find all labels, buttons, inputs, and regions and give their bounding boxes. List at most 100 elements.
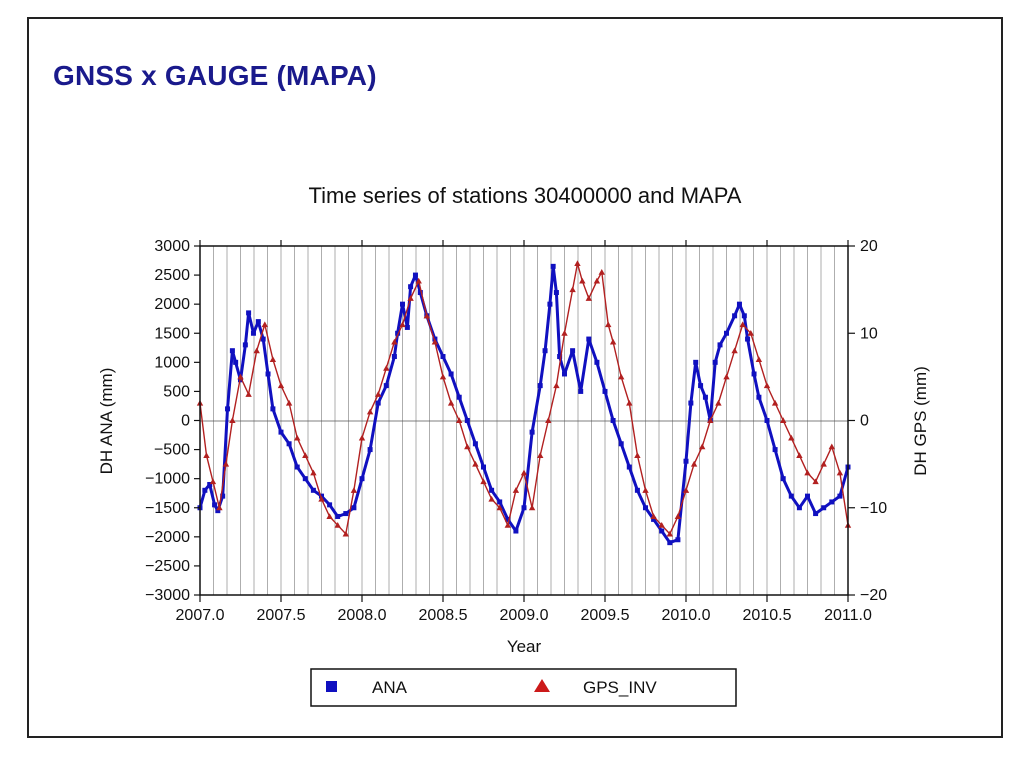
data-point: [715, 399, 722, 406]
data-point: [209, 478, 217, 485]
data-point: [439, 373, 447, 380]
grid-lines: [213, 246, 835, 595]
data-point: [659, 528, 665, 534]
data-point: [821, 505, 827, 511]
data-point: [570, 348, 576, 354]
data-point: [732, 313, 738, 319]
data-point: [278, 429, 284, 435]
data-point: [707, 417, 714, 424]
data-point: [553, 382, 560, 389]
slide-frame: [27, 17, 1003, 738]
x-axis-ticks: 2007.0 2007.5 2008.0 2008.5 2009.0 2009.5 2010…: [176, 240, 872, 624]
data-point: [229, 348, 235, 354]
data-point: [796, 505, 802, 511]
data-point: [547, 301, 553, 307]
data-point: [553, 290, 559, 296]
data-point: [717, 342, 723, 348]
data-point: [609, 338, 617, 345]
x-tick-label: 2009.0: [500, 607, 549, 624]
legend-box: [310, 668, 737, 707]
data-point: [229, 417, 236, 424]
data-point: [496, 504, 503, 511]
y-tick-label: 0: [181, 413, 190, 430]
data-point: [745, 336, 751, 342]
data-point: [456, 417, 463, 424]
data-point: [550, 263, 556, 269]
data-point: [270, 406, 276, 412]
data-point: [302, 476, 308, 482]
y-axis-ticks: 3000 2500 2000 1500 1000 500 0 −500 −1000 −1500 −2…: [145, 238, 200, 604]
data-point: [408, 284, 414, 290]
series-ana: [197, 263, 851, 546]
y2-axis-ticks: 20 10 0 −10 −20: [848, 238, 887, 604]
data-point: [481, 464, 486, 470]
data-point: [222, 460, 230, 467]
data-point: [690, 460, 698, 467]
data-point: [375, 400, 381, 406]
data-point: [626, 399, 633, 406]
data-point: [294, 464, 300, 470]
data-point: [497, 499, 503, 505]
y-tick-label: −3000: [145, 587, 190, 604]
data-point: [666, 530, 673, 537]
data-point: [395, 330, 401, 336]
data-point: [417, 290, 423, 296]
data-point: [326, 513, 333, 520]
data-point: [667, 540, 673, 546]
data-point: [310, 469, 317, 476]
data-point: [277, 382, 285, 389]
data-point: [285, 399, 293, 406]
data-point: [557, 354, 563, 360]
data-point: [207, 481, 213, 487]
data-point: [820, 460, 827, 467]
data-point: [574, 260, 581, 267]
y-tick-label: −500: [154, 442, 190, 459]
data-point: [764, 418, 770, 423]
slide-title: GNSS x GAUGE (MAPA): [53, 60, 377, 91]
data-point: [756, 394, 762, 400]
data-point: [626, 464, 632, 470]
y-axis-label: DH ANA (mm): [97, 368, 116, 475]
data-point: [755, 356, 763, 362]
data-point: [261, 321, 268, 328]
data-point: [318, 495, 325, 502]
data-point: [731, 347, 738, 354]
x-tick-label: 2008.5: [419, 607, 468, 624]
data-point: [265, 371, 271, 377]
data-point: [771, 399, 779, 406]
data-point: [618, 441, 624, 447]
data-point: [836, 469, 844, 476]
legend: ANA GPS_INV: [310, 668, 737, 707]
data-point: [529, 429, 535, 435]
data-point: [712, 359, 718, 365]
data-point: [812, 478, 819, 485]
data-point: [585, 295, 592, 301]
data-point: [412, 272, 418, 278]
data-point: [488, 495, 495, 502]
data-point: [537, 383, 543, 389]
data-point: [342, 530, 349, 537]
data-point: [343, 511, 349, 517]
data-point: [512, 487, 520, 493]
data-point: [542, 348, 548, 354]
data-point: [212, 502, 218, 508]
data-point: [423, 312, 430, 319]
data-point: [464, 418, 470, 423]
data-point: [489, 487, 495, 493]
data-point: [253, 347, 260, 354]
data-point: [269, 356, 277, 362]
data-point: [650, 513, 657, 520]
data-point: [813, 511, 819, 517]
data-point: [569, 286, 576, 293]
data-point: [804, 469, 811, 476]
y-tick-label: 1500: [154, 325, 190, 342]
data-point: [780, 476, 786, 482]
data-point: [260, 336, 266, 342]
data-point: [334, 522, 341, 528]
data-point: [578, 388, 584, 394]
data-point: [391, 354, 397, 360]
data-point: [310, 487, 316, 493]
data-point: [723, 373, 730, 380]
y-tick-label: 3000: [154, 238, 190, 255]
data-point: [693, 359, 699, 365]
